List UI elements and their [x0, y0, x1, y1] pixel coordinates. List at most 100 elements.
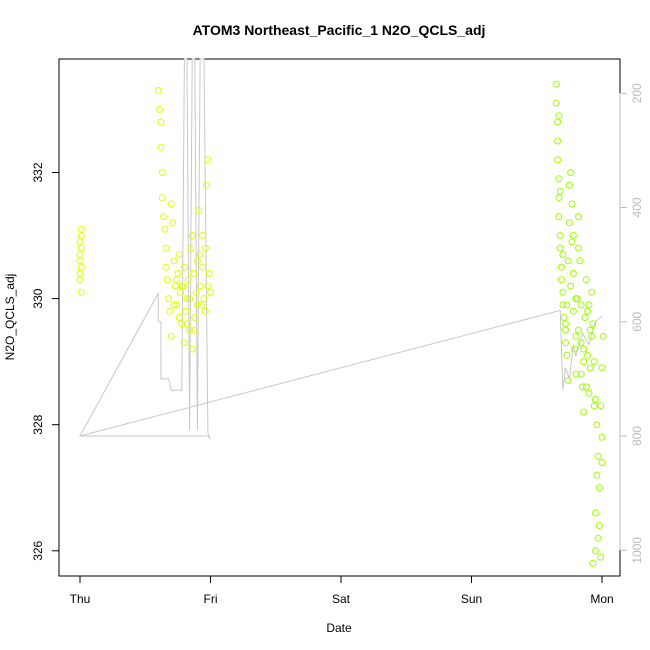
- pressure-line: [79, 58, 603, 440]
- data-point: [597, 402, 605, 410]
- data-point: [590, 402, 598, 410]
- data-point: [586, 364, 594, 372]
- data-point: [77, 263, 85, 271]
- data-point: [597, 553, 605, 561]
- data-point: [575, 244, 582, 252]
- x-axis: Thu Fri Sat Sun Mon: [70, 575, 614, 606]
- x-tick-label: Sun: [461, 592, 482, 606]
- data-point: [192, 288, 200, 296]
- data-point: [156, 105, 164, 113]
- data-point: [171, 282, 179, 290]
- data-point: [559, 251, 567, 258]
- data-point: [76, 238, 84, 246]
- data-point: [599, 332, 607, 340]
- data-point: [584, 351, 592, 359]
- data-point: [166, 307, 174, 315]
- data-point: [581, 314, 589, 321]
- data-point: [576, 257, 584, 265]
- data-point: [77, 232, 85, 239]
- data-point: [556, 232, 564, 239]
- x-tick-label: Sat: [332, 592, 351, 606]
- data-point: [559, 301, 567, 309]
- data-point: [598, 364, 606, 372]
- data-point: [582, 276, 590, 284]
- data-point: [585, 301, 593, 309]
- data-point: [577, 370, 585, 378]
- data-point: [593, 471, 601, 479]
- data-point: [77, 244, 85, 252]
- data-point: [556, 187, 564, 195]
- data-point: [186, 295, 194, 303]
- y2-tick-label: 800: [630, 426, 644, 446]
- data-point: [586, 326, 594, 334]
- data-point: [193, 257, 201, 265]
- y2-tick-label: 400: [630, 197, 644, 217]
- data-point: [173, 276, 181, 284]
- chart-title: ATOM3 Northeast_Pacific_1 N2O_QCLS_adj: [193, 22, 486, 38]
- data-point: [568, 238, 576, 246]
- data-point: [555, 194, 563, 202]
- x-tick-label: Mon: [590, 592, 613, 606]
- data-point: [555, 175, 563, 183]
- data-point: [589, 320, 597, 328]
- data-point: [182, 307, 190, 315]
- data-point: [200, 295, 208, 303]
- data-point: [555, 213, 563, 221]
- data-point: [186, 326, 194, 334]
- data-point: [184, 276, 192, 284]
- y-tick-label: 332: [31, 162, 45, 182]
- y-tick-label: 330: [31, 288, 45, 308]
- data-point: [555, 112, 563, 120]
- data-point: [563, 301, 571, 309]
- data-point: [582, 383, 590, 391]
- data-point: [157, 143, 165, 151]
- x-tick-label: Fri: [204, 592, 218, 606]
- data-point: [162, 244, 170, 252]
- data-point: [196, 282, 204, 290]
- data-point: [201, 307, 209, 315]
- data-point: [187, 244, 195, 252]
- data-point: [77, 288, 85, 296]
- data-point: [552, 99, 560, 107]
- data-point: [580, 358, 588, 366]
- points-layer: [76, 80, 607, 567]
- data-point: [154, 87, 162, 94]
- data-point: [158, 169, 166, 176]
- y2-tick-label: 200: [630, 83, 644, 103]
- data-point: [160, 213, 167, 221]
- data-point: [162, 263, 170, 271]
- data-point: [554, 156, 562, 164]
- data-point: [589, 559, 597, 567]
- data-point: [567, 169, 575, 176]
- data-point: [559, 288, 567, 296]
- data-point: [190, 269, 197, 277]
- data-point: [558, 263, 565, 271]
- data-point: [203, 181, 211, 189]
- data-point: [207, 288, 214, 296]
- data-point: [170, 257, 178, 265]
- data-point: [562, 320, 569, 328]
- data-point: [564, 377, 572, 384]
- data-point: [173, 301, 181, 309]
- data-point: [178, 282, 186, 290]
- data-point: [562, 326, 569, 334]
- data-point: [158, 194, 166, 202]
- data-point: [177, 288, 184, 296]
- data-point: [569, 269, 577, 277]
- data-point: [575, 326, 582, 334]
- data-point: [169, 219, 177, 227]
- data-point: [578, 383, 586, 391]
- data-point: [197, 301, 205, 309]
- y-tick-label: 328: [31, 414, 45, 434]
- data-point: [560, 314, 568, 321]
- data-point: [572, 295, 580, 303]
- data-point: [575, 213, 582, 221]
- data-point: [167, 200, 175, 208]
- data-point: [77, 225, 85, 233]
- data-point: [191, 314, 199, 321]
- data-point: [592, 396, 599, 403]
- data-point: [161, 225, 169, 233]
- data-point: [180, 339, 188, 347]
- y-axis-label: N2O_QCLS_adj: [3, 274, 17, 361]
